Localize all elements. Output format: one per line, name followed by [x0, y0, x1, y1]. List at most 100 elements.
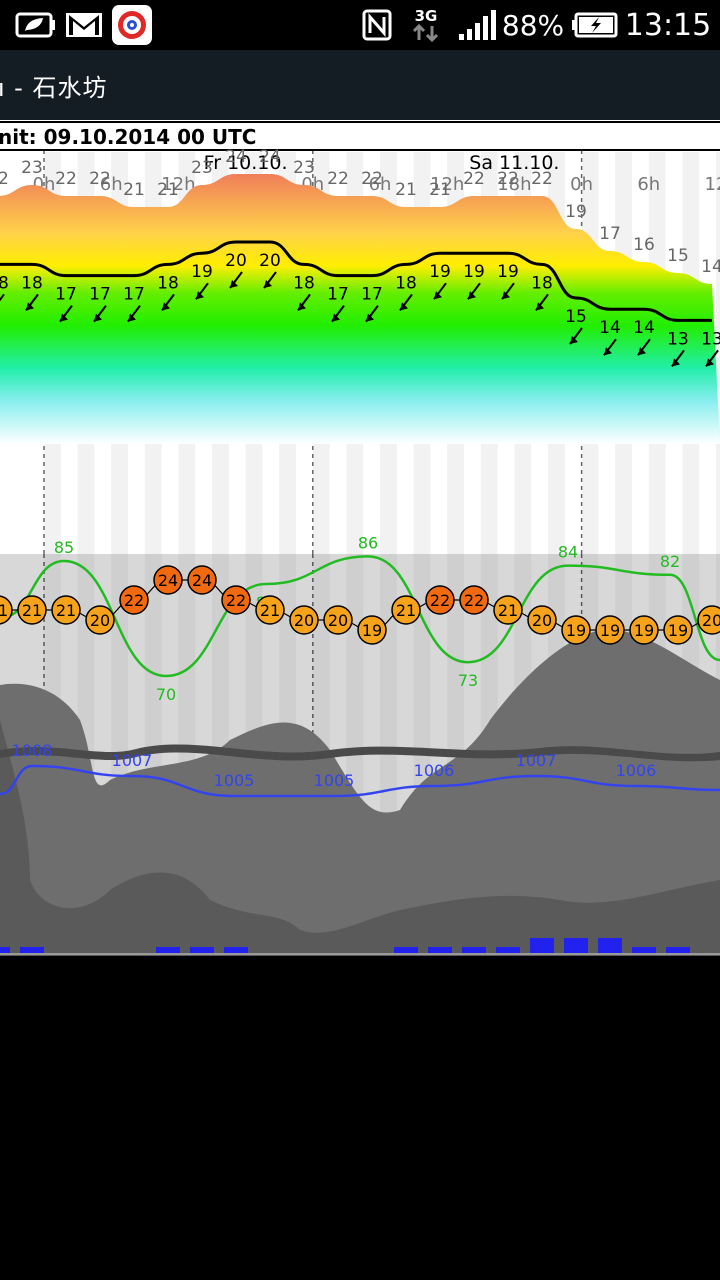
max-temperature-label: 21: [123, 180, 145, 200]
time-tick-label: 6h: [369, 174, 392, 195]
temperature-circle-label: 20: [702, 611, 720, 630]
wind-arrow-head-icon: [196, 291, 204, 300]
precipitation-bar: [190, 947, 214, 954]
wind-arrow-head-icon: [332, 313, 340, 322]
wind-arrow-head-icon: [94, 313, 102, 322]
precipitation-bar: [632, 947, 656, 954]
max-temperature-label: 17: [599, 224, 621, 244]
wind-arrow-head-icon: [638, 347, 646, 356]
humidity-label: 85: [54, 538, 74, 557]
temperature-circle-label: 20: [532, 611, 552, 630]
wind-temperature-label: 18: [395, 273, 417, 293]
temperature-circle-label: 20: [328, 611, 348, 630]
humidity-label: 70: [156, 685, 176, 704]
precipitation-bar: [20, 947, 44, 954]
wind-temperature-label: 17: [361, 285, 383, 305]
max-temperature-label: 22: [55, 169, 77, 189]
wind-temperature-label: 14: [633, 318, 655, 338]
time-tick-label: 12h: [161, 174, 195, 195]
temperature-circle: [493, 595, 523, 625]
wind-arrow-head-icon: [672, 358, 680, 367]
max-temperature-label: 22: [89, 169, 111, 189]
temperature-circle: [153, 565, 183, 595]
max-temperature-label: 21: [157, 180, 179, 200]
pressure-label: 1008: [12, 741, 53, 760]
max-temperature-label: 21: [395, 180, 417, 200]
temperature-circle: [289, 605, 319, 635]
temperature-band: [0, 174, 720, 444]
max-temperature-label: 24: [225, 147, 247, 167]
wind-temperature-label: 18: [293, 273, 315, 293]
wind-arrow-head-icon: [26, 302, 34, 311]
precipitation-bar: [0, 947, 10, 954]
wind-temperature-label: 18: [531, 273, 553, 293]
temperature-circle: [357, 615, 387, 645]
wind-temperature-label: 17: [89, 285, 111, 305]
temperature-circle-label: 22: [430, 591, 450, 610]
max-temperature-label: 19: [565, 202, 587, 222]
temperature-line: [0, 240, 712, 322]
temperature-circle-line: [0, 579, 713, 631]
day-label: Fr 10.10.: [204, 152, 288, 174]
max-temperature-label: 22: [463, 169, 485, 189]
max-temperature-label: 23: [21, 158, 43, 178]
temperature-circle: [629, 615, 659, 645]
max-temperature-label: 14: [701, 257, 720, 277]
temperature-circle: [119, 585, 149, 615]
cloud-layer-low: [0, 720, 720, 956]
wind-arrow-head-icon: [706, 358, 714, 367]
precipitation-bar: [224, 947, 248, 954]
wind-arrow-head-icon: [366, 313, 374, 322]
max-temperature-label: 23: [293, 158, 315, 178]
battery-charging-icon: [570, 0, 620, 50]
app-notification-icon: [110, 0, 154, 50]
temperature-circle-label: 22: [226, 591, 246, 610]
temperature-circle-label: 22: [464, 591, 484, 610]
pressure-label: 1007: [112, 751, 153, 770]
precipitation-bar: [156, 947, 180, 954]
battery-saver-icon: [14, 0, 58, 50]
time-tick-label: 6h: [637, 174, 660, 195]
wind-arrow-icon: [0, 293, 5, 302]
humidity-label: 82: [660, 552, 680, 571]
temperature-circle-label: 20: [90, 611, 110, 630]
wind-temperature-label: 20: [225, 251, 247, 271]
cloud-layer-mid: [0, 744, 720, 762]
status-bar: 3G 88% 13:15: [0, 0, 720, 50]
chart-title-bar: [0, 121, 720, 151]
max-temperature-label: 21: [429, 180, 451, 200]
temperature-circle: [85, 605, 115, 635]
wind-arrow-head-icon: [162, 302, 170, 311]
3g-icon: 3G: [406, 0, 446, 50]
wind-arrow-head-icon: [604, 347, 612, 356]
temperature-circle: [187, 565, 217, 595]
chart-title: nit: 09.10.2014 00 UTC: [0, 125, 256, 149]
page-title: ו - 石水坊: [0, 74, 108, 102]
clock: 13:15: [624, 7, 712, 43]
wind-temperature-label: 19: [497, 262, 519, 282]
gmail-icon: [64, 0, 104, 50]
temperature-circle-label: 21: [498, 601, 518, 620]
max-temperature-label: 16: [633, 235, 655, 255]
temperature-circle-label: 19: [362, 621, 382, 640]
wind-temperature-label: 18: [21, 273, 43, 293]
wind-temperature-label: 20: [259, 251, 281, 271]
time-tick-label: 12: [705, 174, 720, 195]
temperature-circle: [17, 595, 47, 625]
pressure-line: [0, 764, 720, 798]
time-tick-label: 6h: [100, 174, 123, 195]
wind-temperature-label: 13: [667, 329, 689, 349]
temperature-circle: [527, 605, 557, 635]
signal-icon: [456, 0, 498, 50]
precipitation-bar: [428, 947, 452, 954]
max-temperature-label: 22: [361, 169, 383, 189]
temperature-circle: [561, 615, 591, 645]
max-temperature-label: 22: [0, 169, 9, 189]
precipitation-bar: [564, 938, 588, 954]
temperature-circle: [663, 615, 693, 645]
wind-temperature-label: 19: [463, 262, 485, 282]
precipitation-bar: [462, 947, 486, 954]
wind-arrow-head-icon: [264, 280, 272, 288]
temperature-circle-label: 22: [124, 591, 144, 610]
time-tick-label: 0h: [570, 174, 593, 195]
